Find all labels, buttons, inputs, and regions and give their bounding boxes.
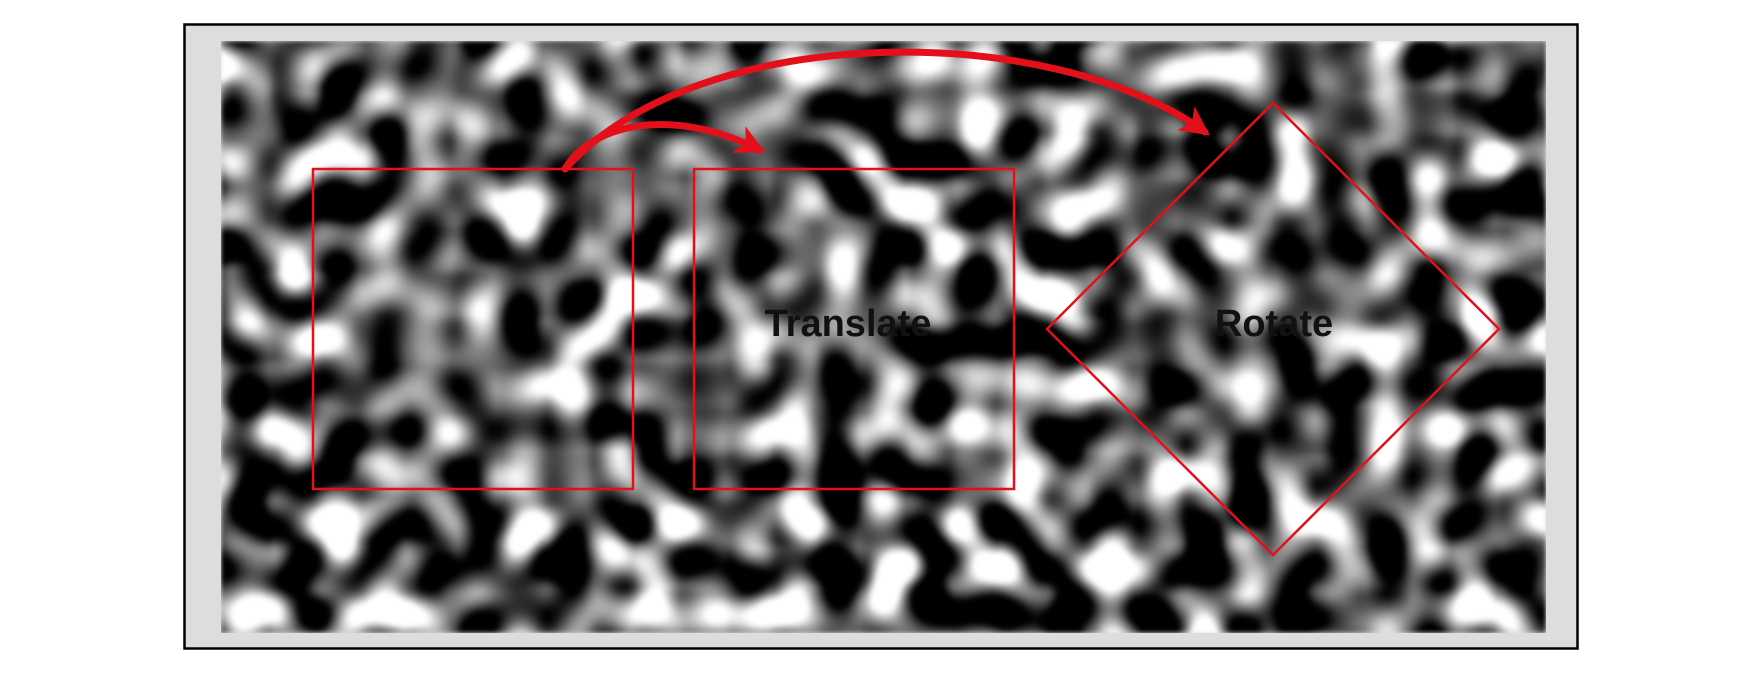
rotated-square (1045, 101, 1501, 557)
rotate-label: Rotate (1215, 303, 1333, 345)
source-square (311, 167, 635, 491)
translated-square (692, 167, 1016, 491)
noise-texture-image (221, 41, 1546, 633)
translate-label: Translate (765, 303, 932, 345)
rotate-arrow (561, 48, 1210, 173)
